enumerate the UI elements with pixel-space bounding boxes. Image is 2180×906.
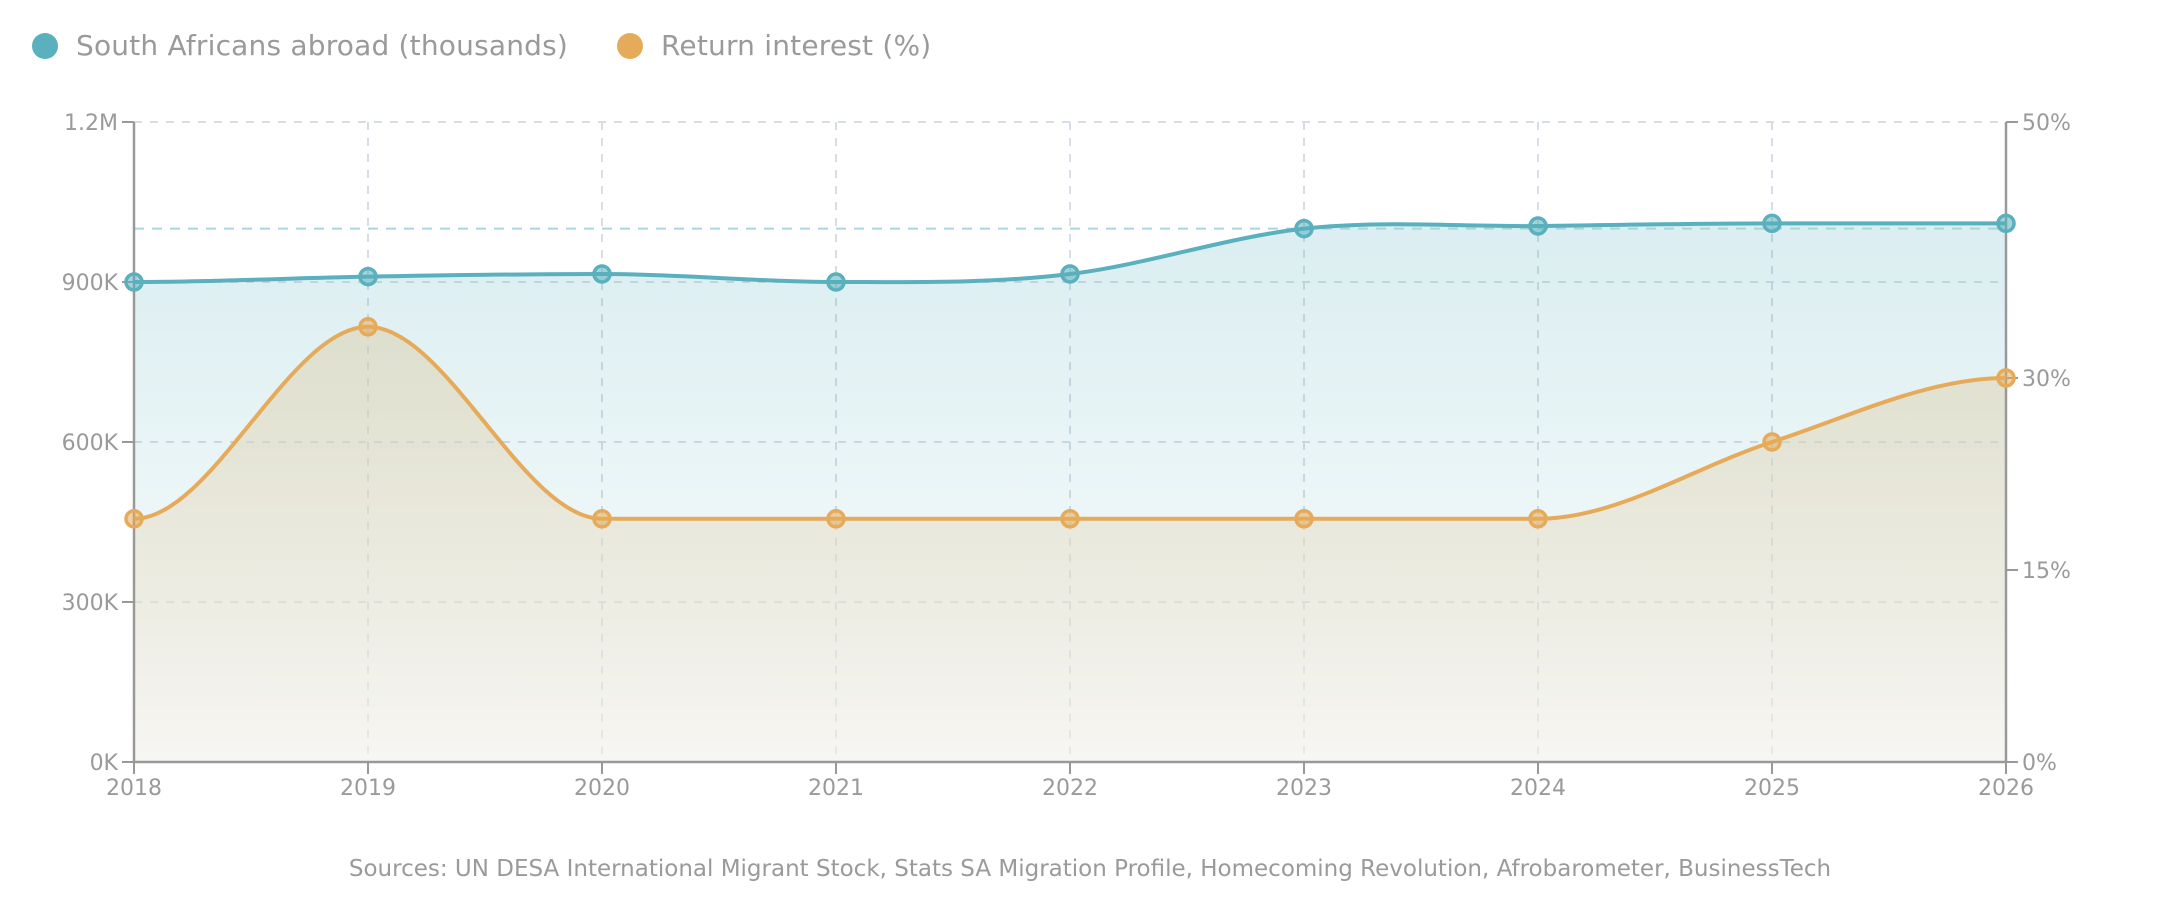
point-abroad <box>1762 213 1782 234</box>
x-axis-tick-label: 2026 <box>1978 776 2034 801</box>
point-return <box>1060 509 1080 529</box>
point-abroad <box>826 272 846 292</box>
left-axis-tick-label: 0K <box>90 751 119 776</box>
data-points <box>124 213 2016 529</box>
x-axis-tick-label: 2024 <box>1510 776 1566 801</box>
x-axis-tick-label: 2020 <box>574 776 630 801</box>
x-axis-tick-label: 2019 <box>340 776 396 801</box>
area-return <box>134 326 2006 762</box>
x-axis-tick-label: 2023 <box>1276 776 1332 801</box>
point-return <box>358 317 378 337</box>
axes: 0K 300K 600K 900K 1.2M 0% 15% 30% 50% 2018 2019 202… <box>62 111 2071 801</box>
point-return <box>1996 368 2016 388</box>
area-fills <box>134 223 2006 763</box>
point-abroad <box>592 264 612 284</box>
point-abroad <box>124 272 144 292</box>
point-return <box>826 509 846 529</box>
point-abroad <box>1528 216 1548 236</box>
right-axis-tick-label: 0% <box>2022 751 2057 776</box>
right-axis-tick-label: 15% <box>2022 559 2071 584</box>
chart-legend: South Africans abroad (thousands) Return… <box>0 0 2180 100</box>
point-return <box>1528 509 1548 529</box>
legend-dot-abroad-icon <box>32 32 58 59</box>
x-axis-tick-label: 2022 <box>1042 776 1098 801</box>
sources-caption: Sources: UN DESA International Migrant S… <box>348 856 1832 882</box>
point-return <box>124 509 144 529</box>
x-axis-tick-label: 2025 <box>1744 776 1800 801</box>
right-axis-tick-label: 30% <box>2022 367 2071 392</box>
point-abroad <box>1294 218 1314 239</box>
left-axis-tick-label: 300K <box>62 591 119 616</box>
legend-item-abroad[interactable]: South Africans abroad (thousands) <box>32 29 568 62</box>
point-return <box>1762 432 1782 452</box>
point-return <box>1294 509 1314 529</box>
left-axis-tick-label: 1.2M <box>64 111 118 136</box>
left-axis-tick-label: 900K <box>62 271 119 296</box>
legend-dot-return-icon <box>617 32 643 59</box>
legend-item-return[interactable]: Return interest (%) <box>617 29 931 62</box>
legend-label-return: Return interest (%) <box>661 29 932 62</box>
point-abroad <box>358 266 378 287</box>
x-axis-tick-label: 2018 <box>106 776 162 801</box>
point-abroad <box>1060 264 1080 284</box>
point-abroad <box>1996 213 2016 234</box>
right-axis-tick-label: 50% <box>2022 111 2071 136</box>
left-axis-tick-label: 600K <box>62 431 119 456</box>
line-return <box>133 324 2007 521</box>
point-return <box>592 509 612 529</box>
x-axis-tick-label: 2021 <box>808 776 864 801</box>
legend-label-abroad: South Africans abroad (thousands) <box>76 29 569 62</box>
